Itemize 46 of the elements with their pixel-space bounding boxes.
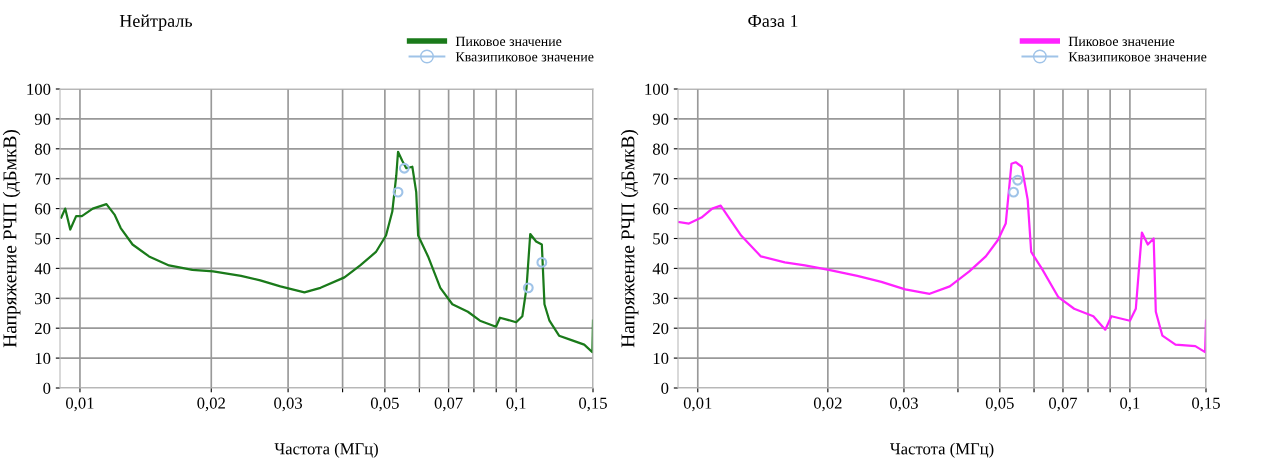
y-axis-title: Напряжение РЧП (дБмкВ): [2, 130, 21, 348]
x-tick-label: 0,01: [66, 397, 94, 412]
x-tick-label: 0,03: [890, 397, 918, 412]
y-tick-label: 20: [653, 322, 669, 335]
y-tick-label: 20: [35, 322, 51, 335]
y-tick-label: 70: [653, 173, 669, 185]
x-tick-label: 0,1: [1120, 397, 1140, 412]
y-tick-label: 40: [34, 263, 51, 275]
y-tick-label: 60: [35, 203, 51, 215]
y-tick-label: 80: [652, 143, 669, 155]
x-tick-label: 0,02: [197, 397, 225, 412]
y-tick-label: 100: [27, 83, 51, 95]
y-tick-label: 90: [652, 113, 669, 125]
y-tick-label: 90: [34, 113, 51, 125]
y-tick-label: 30: [35, 293, 51, 305]
y-axis-title: Напряжение РЧП (дБмкВ): [620, 130, 639, 348]
y-tick-label: 0: [661, 382, 669, 394]
y-tick-label: 40: [652, 263, 669, 275]
x-tick-label: 0,15: [1192, 397, 1220, 412]
x-tick-label: 0,03: [274, 397, 303, 412]
chart-title: Фаза 1: [748, 14, 798, 28]
x-axis-title: Частота (МГц): [274, 442, 378, 458]
legend-label: Пиковое значение: [1068, 36, 1175, 47]
x-tick-label: 0,05: [370, 397, 399, 412]
y-tick-label: 70: [35, 173, 51, 185]
y-tick-label: 100: [645, 83, 669, 95]
legend-label: Пиковое значение: [455, 36, 562, 47]
chart-title: Нейтраль: [119, 14, 193, 31]
y-tick-label: 0: [43, 382, 51, 394]
x-tick-label: 0,01: [683, 397, 712, 412]
y-tick-label: 50: [653, 233, 669, 245]
x-tick-label: 0,05: [985, 397, 1014, 412]
y-tick-label: 30: [653, 293, 669, 305]
y-tick-label: 10: [35, 352, 51, 365]
legend-label: Квазипиковое значение: [455, 52, 594, 62]
x-tick-label: 0,15: [579, 397, 607, 412]
x-tick-label: 0,02: [813, 397, 842, 412]
x-tick-label: 0,07: [1049, 397, 1078, 412]
y-tick-label: 10: [653, 352, 669, 365]
x-axis-title: Частота (МГц): [890, 442, 994, 458]
legend-label: Квазипиковое значение: [1068, 52, 1207, 62]
y-tick-label: 50: [35, 233, 51, 245]
y-tick-label: 80: [34, 143, 51, 155]
x-tick-label: 0,1: [506, 397, 526, 412]
y-tick-label: 60: [653, 203, 669, 215]
x-tick-label: 0,07: [434, 397, 463, 412]
